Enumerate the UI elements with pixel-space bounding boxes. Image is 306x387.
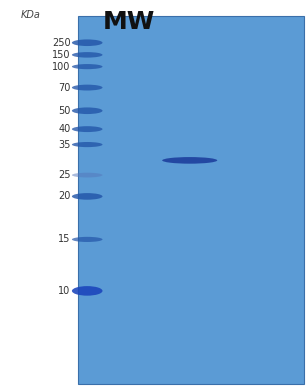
Text: 40: 40 bbox=[58, 124, 70, 134]
Ellipse shape bbox=[72, 237, 103, 242]
Text: 10: 10 bbox=[58, 286, 70, 296]
Ellipse shape bbox=[72, 39, 103, 46]
Ellipse shape bbox=[72, 173, 103, 178]
FancyBboxPatch shape bbox=[78, 16, 304, 384]
Ellipse shape bbox=[72, 126, 103, 132]
Ellipse shape bbox=[72, 64, 103, 69]
Ellipse shape bbox=[72, 286, 103, 296]
Text: 50: 50 bbox=[58, 106, 70, 116]
Text: 100: 100 bbox=[52, 62, 70, 72]
Text: 15: 15 bbox=[58, 235, 70, 245]
Text: KDa: KDa bbox=[21, 10, 40, 20]
Text: 250: 250 bbox=[52, 38, 70, 48]
Text: 20: 20 bbox=[58, 192, 70, 201]
Text: 25: 25 bbox=[58, 170, 70, 180]
Ellipse shape bbox=[72, 108, 103, 114]
Text: 70: 70 bbox=[58, 82, 70, 92]
Ellipse shape bbox=[72, 52, 103, 58]
Text: 35: 35 bbox=[58, 140, 70, 149]
Ellipse shape bbox=[72, 142, 103, 147]
Text: MW: MW bbox=[102, 10, 155, 34]
Ellipse shape bbox=[72, 85, 103, 91]
Ellipse shape bbox=[72, 193, 103, 200]
Ellipse shape bbox=[162, 157, 217, 164]
Text: 150: 150 bbox=[52, 50, 70, 60]
